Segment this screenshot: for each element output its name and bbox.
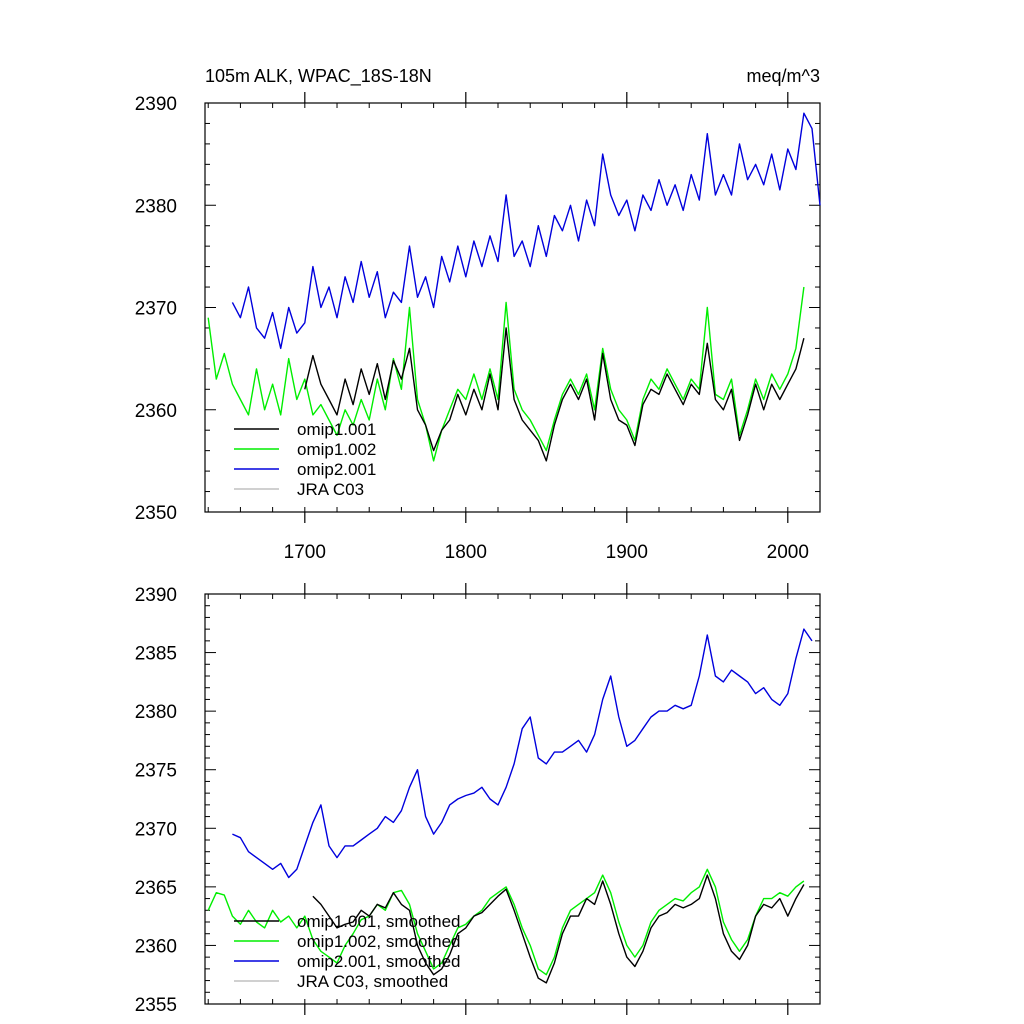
y-tick-label: 2380 [135,702,177,723]
legend-label: JRA C03, smoothed [297,972,448,991]
y-tick-label: 2365 [135,878,177,899]
legend-label: omip2.001, smoothed [297,952,461,971]
legend-label: omip1.002, smoothed [297,932,461,951]
series-line-omip2-001 [231,112,821,350]
y-tick-label: 2370 [135,299,177,320]
top-panel: 1700 1800 1900 2000 2350 2360 2370 2380 2390 omip… [135,92,821,563]
series-line-omip1-001 [312,874,805,984]
series-line-omip2-001 [232,628,813,879]
legend-label: JRA C03 [297,480,364,499]
legend-label: omip1.002 [297,440,376,459]
plot-frame [204,593,821,1005]
x-tick-label: 1900 [606,542,648,563]
x-tick-label: 2000 [767,542,809,563]
y-tick-label: 2380 [135,196,177,217]
x-tick-label: 1800 [445,542,487,563]
series-line-omip1-001 [304,327,805,462]
y-tick-label: 2390 [135,585,177,606]
panel-title: 105m ALK, WPAC_18S-18N [205,66,432,87]
series-line-omip1-002 [207,286,805,462]
y-tick-label: 2375 [135,761,177,782]
y-tick-label: 2360 [135,936,177,957]
y-tick-label: 2350 [135,503,177,524]
series-line-omip1-002 [207,868,805,976]
units-label: meq/m^3 [747,66,820,86]
y-tick-label: 2390 [135,94,177,115]
y-tick-label: 2385 [135,644,177,665]
legend-label: omip1.001, smoothed [297,912,461,931]
y-tick-label: 2360 [135,401,177,422]
y-tick-label: 2370 [135,819,177,840]
x-tick-label: 1700 [284,542,326,563]
y-tick-label: 2355 [135,995,177,1016]
legend-label: omip1.001 [297,420,376,439]
legend-label: omip2.001 [297,460,376,479]
bottom-panel: 2355 2360 2365 2370 2375 2380 2385 2390 omip1.00… [135,583,821,1016]
